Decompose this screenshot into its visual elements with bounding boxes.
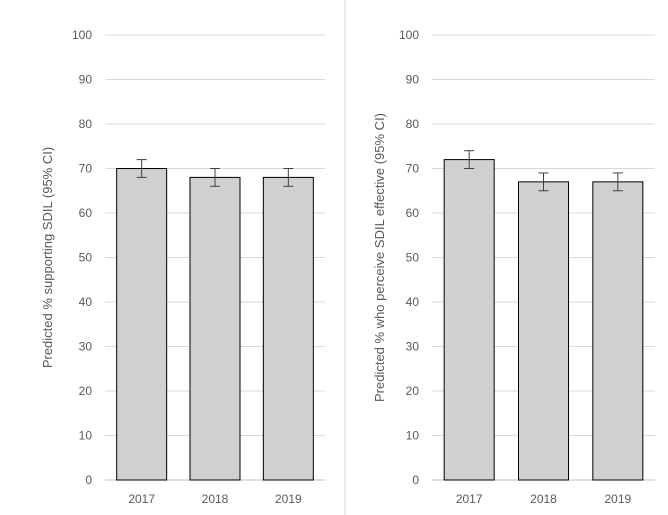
y-axis-title: Predicted % supporting SDIL (95% CI) [40, 147, 55, 368]
y-tick-label: 10 [79, 429, 93, 443]
y-tick-label: 50 [406, 251, 420, 265]
y-tick-label: 0 [412, 473, 419, 487]
x-tick-label: 2019 [604, 492, 631, 506]
x-tick-label: 2018 [530, 492, 557, 506]
y-tick-label: 70 [406, 162, 420, 176]
y-tick-label: 90 [406, 73, 420, 87]
bar-2017 [443, 159, 495, 481]
y-tick-label: 30 [406, 340, 420, 354]
x-tick-label: 2017 [456, 492, 483, 506]
bar-2018 [518, 181, 569, 481]
x-tick-label: 2019 [275, 492, 302, 506]
y-tick-label: 10 [406, 429, 420, 443]
left-chart-panel: 0 10 20 30 40 50 60 70 80 90 100 Predicted % suppor… [40, 28, 325, 506]
y-tick-label: 40 [406, 295, 420, 309]
right-chart-panel: 0 10 20 30 40 50 60 70 80 90 100 Predicted % who pe… [372, 28, 655, 506]
y-tick-label: 90 [79, 73, 93, 87]
bar-2017 [116, 168, 168, 481]
y-tick-label: 70 [79, 162, 93, 176]
y-tick-label: 60 [406, 206, 420, 220]
bar-2018 [189, 176, 241, 481]
bar-2019 [262, 176, 314, 481]
y-tick-label: 0 [85, 473, 92, 487]
y-tick-label: 80 [79, 117, 93, 131]
y-tick-label: 30 [79, 340, 93, 354]
y-tick-label: 20 [79, 384, 93, 398]
y-tick-label: 100 [399, 28, 419, 42]
y-tick-label: 100 [72, 28, 92, 42]
x-tick-label: 2018 [202, 492, 229, 506]
x-tick-label: 2017 [128, 492, 155, 506]
y-tick-label: 80 [406, 117, 420, 131]
y-axis-title: Predicted % who perceive SDIL effective … [372, 113, 387, 402]
y-tick-label: 20 [406, 384, 420, 398]
y-tick-label: 60 [79, 206, 93, 220]
y-tick-label: 50 [79, 251, 93, 265]
bar-2019 [592, 181, 644, 481]
y-tick-label: 40 [79, 295, 93, 309]
